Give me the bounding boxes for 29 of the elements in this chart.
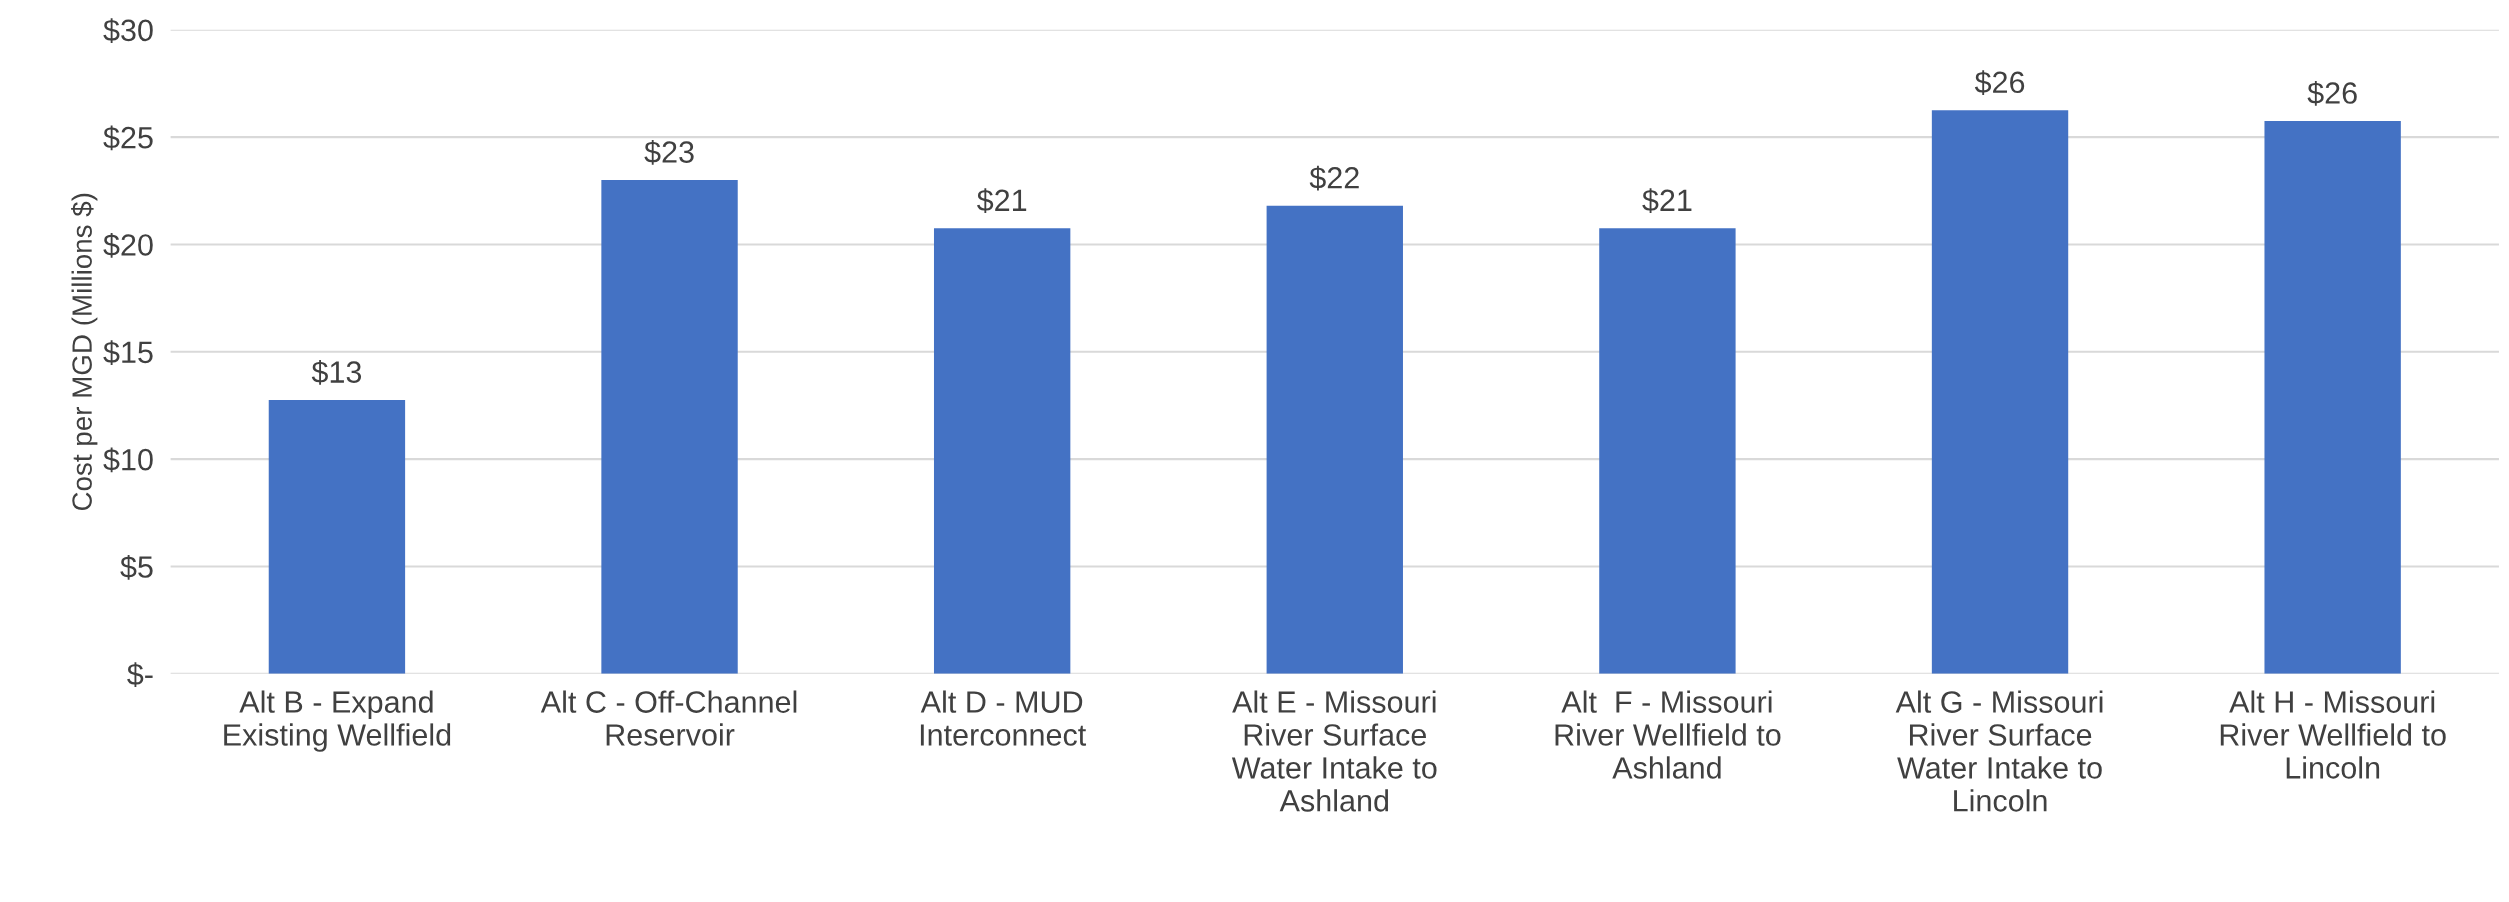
data-label: $22 bbox=[1309, 165, 1359, 191]
bar bbox=[1266, 205, 1403, 674]
y-tick-label: $20 bbox=[103, 232, 153, 258]
y-tick-label: $30 bbox=[103, 18, 153, 43]
data-label: $23 bbox=[644, 139, 694, 165]
data-label: $26 bbox=[1974, 70, 2025, 95]
x-tick-label: Alt C - Off-Channel Reservoir bbox=[540, 690, 797, 746]
bar bbox=[2264, 121, 2401, 674]
y-tick-label: $5 bbox=[120, 554, 153, 580]
y-tick-label: $15 bbox=[103, 340, 153, 365]
y-tick-label: $- bbox=[127, 662, 153, 687]
bar bbox=[1931, 110, 2069, 674]
data-label: $21 bbox=[1642, 188, 1692, 214]
bar bbox=[268, 400, 406, 674]
x-tick-label: Alt G - Missouri River Surface Water Intake to Lincoln bbox=[1895, 690, 2103, 812]
bar bbox=[933, 228, 1071, 674]
data-label: $21 bbox=[977, 188, 1027, 214]
x-tick-label: Alt H - Missouri River Wellfield to Lincoln bbox=[2220, 690, 2446, 779]
bar bbox=[601, 180, 738, 674]
x-tick-label: Alt D - MUD Interconnect bbox=[920, 690, 1087, 746]
y-axis-title: Cost per MGD (Millions $) bbox=[71, 193, 98, 511]
x-tick-label: Alt E - Missouri River Surface Water Intake to Ashland bbox=[1231, 690, 1437, 812]
bar bbox=[1599, 228, 1736, 674]
y-tick-label: $10 bbox=[103, 447, 153, 473]
data-label: $13 bbox=[311, 360, 362, 385]
data-label: $26 bbox=[2307, 80, 2357, 106]
x-tick-label: Alt B - Expand Existing Wellfield bbox=[224, 690, 451, 752]
x-tick-label: Alt F - Missouri River Wellfield to Ashland bbox=[1555, 690, 1781, 779]
y-tick-label: $25 bbox=[103, 125, 153, 151]
